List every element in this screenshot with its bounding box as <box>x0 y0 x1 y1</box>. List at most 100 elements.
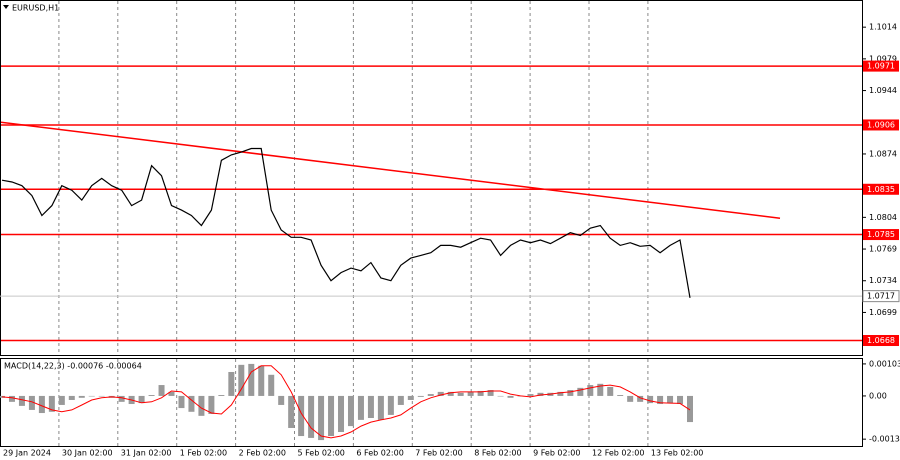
x-tick-label: 12 Feb 02:00 <box>592 449 644 458</box>
macd-bar <box>457 392 464 396</box>
macd-bar <box>288 395 295 428</box>
macd-bar <box>447 391 454 396</box>
macd-bar <box>248 363 255 396</box>
macd-bar <box>28 395 35 410</box>
macd-bar <box>148 395 155 396</box>
y-tick-label: 1.0804 <box>869 213 897 222</box>
macd-bar <box>38 395 45 414</box>
trend-line <box>0 121 781 219</box>
macd-bar <box>208 395 215 414</box>
macd-bar <box>467 391 474 396</box>
macd-bar <box>407 395 414 400</box>
x-tick-label: 7 Feb 02:00 <box>415 449 462 458</box>
macd-bar <box>198 395 205 416</box>
level-label: 1.0785 <box>867 230 895 239</box>
y-tick-label: 1.0699 <box>869 308 897 317</box>
price-panel <box>0 0 863 356</box>
macd-panel <box>0 358 863 447</box>
macd-bar <box>158 385 165 396</box>
macd-bar <box>497 395 504 397</box>
level-label: 1.0906 <box>867 120 895 129</box>
macd-bar <box>677 395 684 405</box>
chart-title: EURUSD,H1 <box>12 4 59 13</box>
macd-bar <box>667 395 674 404</box>
macd-bar <box>48 395 55 412</box>
macd-y-tick-label: 0.00103 <box>869 359 900 368</box>
macd-bar <box>88 395 95 397</box>
macd-y-tick-label: -0.00139 <box>869 435 900 444</box>
macd-bar <box>328 395 335 437</box>
menu-arrow <box>3 5 9 9</box>
macd-label: MACD(14,22,3) -0.00076 -0.00064 <box>4 362 142 371</box>
macd-bar <box>607 386 614 396</box>
macd-bar <box>567 390 574 396</box>
x-tick-label: 29 Jan 2024 <box>3 449 51 458</box>
macd-bar <box>258 365 265 396</box>
macd-bar <box>98 395 105 397</box>
x-tick-label: 5 Feb 02:00 <box>298 449 345 458</box>
current-price-label: 1.0717 <box>867 292 895 301</box>
macd-bar <box>188 395 195 412</box>
x-tick-label: 31 Jan 02:00 <box>121 449 172 458</box>
macd-bar <box>298 395 305 437</box>
macd-bar <box>557 391 564 396</box>
macd-bar <box>617 395 624 396</box>
macd-bar <box>657 395 664 405</box>
macd-signal-line <box>1 365 691 439</box>
x-tick-label: 30 Jan 02:00 <box>62 449 113 458</box>
macd-bar <box>627 395 634 402</box>
macd-bar <box>537 392 544 396</box>
macd-bar <box>138 395 145 404</box>
level-label: 1.0971 <box>867 62 895 71</box>
macd-bar <box>417 395 424 397</box>
macd-bar <box>347 395 354 427</box>
macd-bar <box>507 395 514 398</box>
macd-bar <box>228 371 235 396</box>
price-line <box>1 147 691 299</box>
macd-bar <box>178 395 185 409</box>
macd-bar <box>397 395 404 405</box>
y-tick-label: 1.0979 <box>869 54 897 63</box>
macd-bar <box>577 387 584 396</box>
macd-bar <box>338 395 345 433</box>
level-label: 1.0835 <box>867 185 895 194</box>
macd-bar <box>637 395 644 402</box>
macd-bar <box>367 395 374 419</box>
y-tick-label: 1.1014 <box>869 23 897 32</box>
macd-bar <box>78 395 85 398</box>
macd-bar <box>68 395 75 400</box>
macd-bar <box>587 385 594 396</box>
y-tick-label: 1.0944 <box>869 86 897 95</box>
x-tick-label: 9 Feb 02:00 <box>533 449 580 458</box>
current-price-box <box>862 290 900 303</box>
y-tick-label: 1.0874 <box>869 149 897 158</box>
macd-bar <box>437 391 444 396</box>
x-tick-label: 1 Feb 02:00 <box>180 449 227 458</box>
level-label-box <box>863 335 899 347</box>
macd-bar <box>238 364 245 396</box>
macd-bar <box>527 394 534 396</box>
macd-bar <box>318 395 325 441</box>
macd-bar <box>268 374 275 396</box>
macd-bar <box>18 395 25 406</box>
macd-bar <box>377 395 384 420</box>
macd-bar <box>168 391 175 396</box>
macd-y-tick-label: 0.00 <box>869 391 887 400</box>
macd-bar <box>308 395 315 438</box>
macd-bar <box>487 390 494 396</box>
level-label-box <box>863 183 899 195</box>
x-tick-label: 6 Feb 02:00 <box>356 449 403 458</box>
macd-bar <box>477 390 484 396</box>
y-tick-label: 1.0769 <box>869 245 897 254</box>
macd-bar <box>278 395 285 405</box>
x-tick-label: 13 Feb 02:00 <box>651 449 703 458</box>
level-label-box <box>863 60 899 72</box>
macd-bar <box>687 395 693 423</box>
macd-bar <box>427 394 434 396</box>
macd-bar <box>58 395 65 405</box>
macd-bar <box>357 395 364 420</box>
macd-bar <box>597 383 604 396</box>
macd-bar <box>647 395 654 404</box>
level-label: 1.0668 <box>867 336 895 345</box>
